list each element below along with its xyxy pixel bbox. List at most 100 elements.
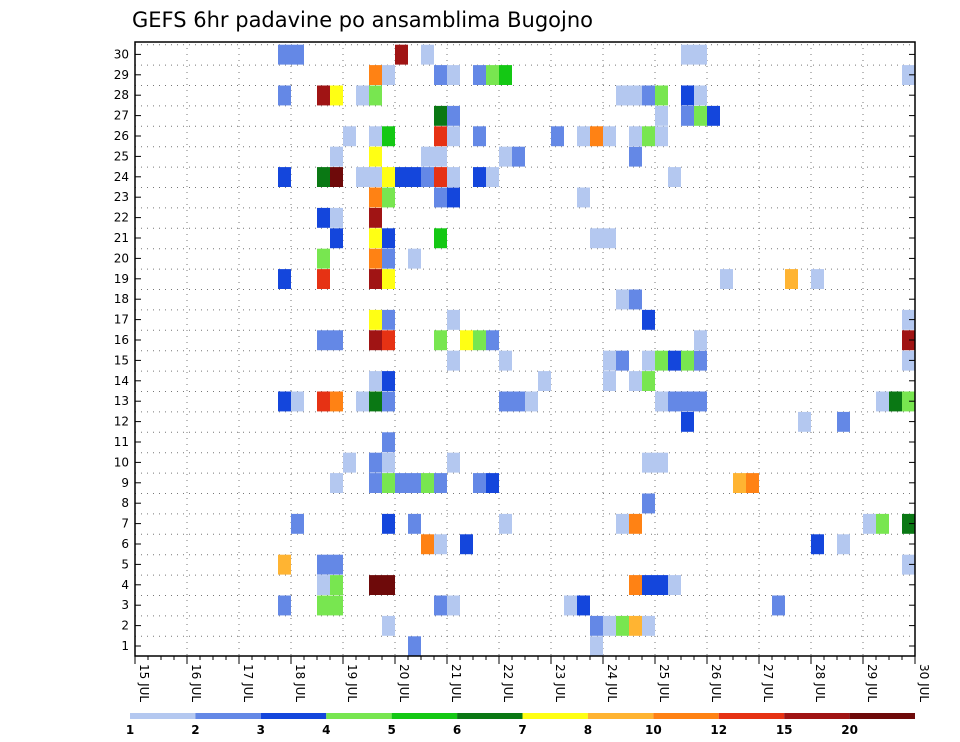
heatmap-cell bbox=[434, 187, 447, 208]
heatmap-cell bbox=[330, 595, 343, 616]
heatmap-cell bbox=[369, 269, 382, 289]
heatmap-cell bbox=[577, 595, 590, 616]
heatmap-cell bbox=[369, 187, 382, 208]
heatmap-cell bbox=[434, 126, 447, 147]
heatmap-cell bbox=[434, 473, 447, 493]
heatmap-cell bbox=[902, 391, 915, 412]
heatmap-cell bbox=[369, 371, 382, 391]
colorbar-label: 8 bbox=[584, 723, 592, 737]
heatmap-cell bbox=[330, 207, 343, 228]
heatmap-cell bbox=[382, 228, 395, 249]
heatmap-cell bbox=[798, 411, 811, 432]
heatmap-cell bbox=[642, 85, 655, 106]
heatmap-cell bbox=[681, 105, 694, 126]
heatmap-cell bbox=[317, 85, 330, 106]
heatmap-cell bbox=[707, 105, 720, 126]
heatmap-cell bbox=[746, 473, 759, 493]
heatmap-cell bbox=[369, 473, 382, 493]
heatmap-cell bbox=[382, 248, 395, 269]
heatmap-cell bbox=[694, 350, 707, 371]
heatmap-cell bbox=[447, 167, 460, 187]
heatmap-cell bbox=[837, 534, 850, 555]
heatmap-cell bbox=[525, 391, 538, 412]
heatmap-cell bbox=[694, 391, 707, 412]
heatmap-cell bbox=[603, 615, 616, 636]
heatmap-cell bbox=[603, 126, 616, 147]
heatmap-cell bbox=[616, 615, 629, 636]
heatmap-cell bbox=[447, 126, 460, 147]
heatmap-cell bbox=[317, 575, 330, 595]
heatmap-cell bbox=[629, 85, 642, 106]
heatmap-cell bbox=[421, 473, 434, 493]
heatmap-cell bbox=[278, 595, 291, 616]
heatmap-cell bbox=[434, 228, 447, 249]
colorbar-label: 10 bbox=[645, 723, 662, 737]
heatmap-cell bbox=[629, 513, 642, 534]
heatmap-cell bbox=[694, 330, 707, 351]
colorbar-segment bbox=[391, 713, 458, 719]
heatmap-cell bbox=[434, 330, 447, 351]
heatmap-cell bbox=[369, 65, 382, 85]
heatmap-cell bbox=[694, 44, 707, 65]
heatmap-cell bbox=[590, 228, 603, 249]
heatmap-cell bbox=[681, 411, 694, 432]
y-tick-label: 2 bbox=[121, 619, 129, 633]
heatmap-cell bbox=[317, 269, 330, 289]
y-tick-label: 12 bbox=[114, 415, 129, 429]
heatmap-cell bbox=[486, 473, 499, 493]
colorbar-segment bbox=[260, 713, 327, 719]
heatmap-cell bbox=[356, 167, 369, 187]
heatmap-cell bbox=[434, 167, 447, 187]
heatmap-cell bbox=[408, 167, 421, 187]
y-tick-label: 18 bbox=[114, 292, 129, 306]
heatmap-cell bbox=[811, 269, 824, 289]
x-tick-label: 16 JUL bbox=[189, 664, 203, 702]
heatmap-cell bbox=[395, 473, 408, 493]
colorbar-label: 2 bbox=[191, 723, 199, 737]
heatmap-cell bbox=[538, 371, 551, 391]
heatmap-cell bbox=[876, 513, 889, 534]
heatmap-cell bbox=[356, 85, 369, 106]
heatmap-cell bbox=[317, 330, 330, 351]
y-tick-label: 8 bbox=[121, 496, 129, 510]
colorbar-segment bbox=[587, 713, 654, 719]
heatmap-cell bbox=[642, 371, 655, 391]
heatmap-cell bbox=[278, 85, 291, 106]
heatmap-cell bbox=[473, 65, 486, 85]
y-tick-label: 1 bbox=[121, 639, 129, 653]
x-tick-label: 27 JUL bbox=[761, 664, 775, 702]
colorbar-segment bbox=[195, 713, 261, 719]
heatmap-cell bbox=[499, 65, 512, 85]
y-tick-label: 4 bbox=[121, 578, 129, 592]
heatmap-cell bbox=[642, 615, 655, 636]
x-tick-label: 26 JUL bbox=[709, 664, 723, 702]
colorbar-segment bbox=[326, 713, 392, 719]
heatmap-cell bbox=[382, 167, 395, 187]
heatmap-cell bbox=[382, 269, 395, 289]
heatmap-cell bbox=[421, 167, 434, 187]
heatmap-cell bbox=[408, 248, 421, 269]
colorbar-label: 7 bbox=[518, 723, 526, 737]
heatmap-cell bbox=[629, 575, 642, 595]
y-tick-label: 5 bbox=[121, 557, 129, 571]
heatmap-cell bbox=[785, 269, 798, 289]
heatmap-cell bbox=[330, 146, 343, 167]
heatmap-cell bbox=[434, 534, 447, 555]
heatmap-cell bbox=[668, 350, 681, 371]
heatmap-cell bbox=[369, 248, 382, 269]
heatmap-cell bbox=[629, 615, 642, 636]
heatmap-cell bbox=[902, 65, 915, 85]
colorbar-label: 20 bbox=[841, 723, 858, 737]
heatmap-cell bbox=[616, 85, 629, 106]
heatmap-cell bbox=[499, 513, 512, 534]
heatmap-cell bbox=[512, 391, 525, 412]
heatmap-cell bbox=[460, 534, 473, 555]
heatmap-cell bbox=[369, 207, 382, 228]
x-tick-label: 15 JUL bbox=[137, 664, 151, 702]
chart-title: GEFS 6hr padavine po ansamblima Bugojno bbox=[132, 8, 593, 32]
heatmap-cell bbox=[395, 44, 408, 65]
heatmap-cell bbox=[616, 289, 629, 310]
y-tick-label: 6 bbox=[121, 537, 129, 551]
heatmap-cell bbox=[668, 167, 681, 187]
heatmap-cell bbox=[421, 44, 434, 65]
